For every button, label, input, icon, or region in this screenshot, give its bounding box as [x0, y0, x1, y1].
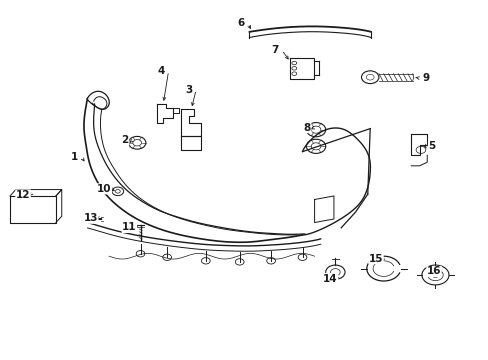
Text: 16: 16: [426, 266, 440, 276]
Text: 14: 14: [323, 274, 337, 284]
Text: 7: 7: [270, 45, 278, 55]
Text: 8: 8: [303, 122, 310, 132]
Text: 3: 3: [185, 85, 192, 95]
Text: 9: 9: [421, 73, 428, 83]
Text: 13: 13: [83, 213, 98, 223]
Text: 12: 12: [16, 190, 30, 200]
Text: 15: 15: [368, 254, 383, 264]
Text: 1: 1: [71, 152, 78, 162]
Text: 6: 6: [237, 18, 244, 28]
Text: 5: 5: [427, 141, 435, 150]
Text: 11: 11: [122, 222, 137, 233]
Text: 4: 4: [157, 66, 164, 76]
Text: 2: 2: [121, 135, 128, 145]
Text: 10: 10: [97, 184, 111, 194]
